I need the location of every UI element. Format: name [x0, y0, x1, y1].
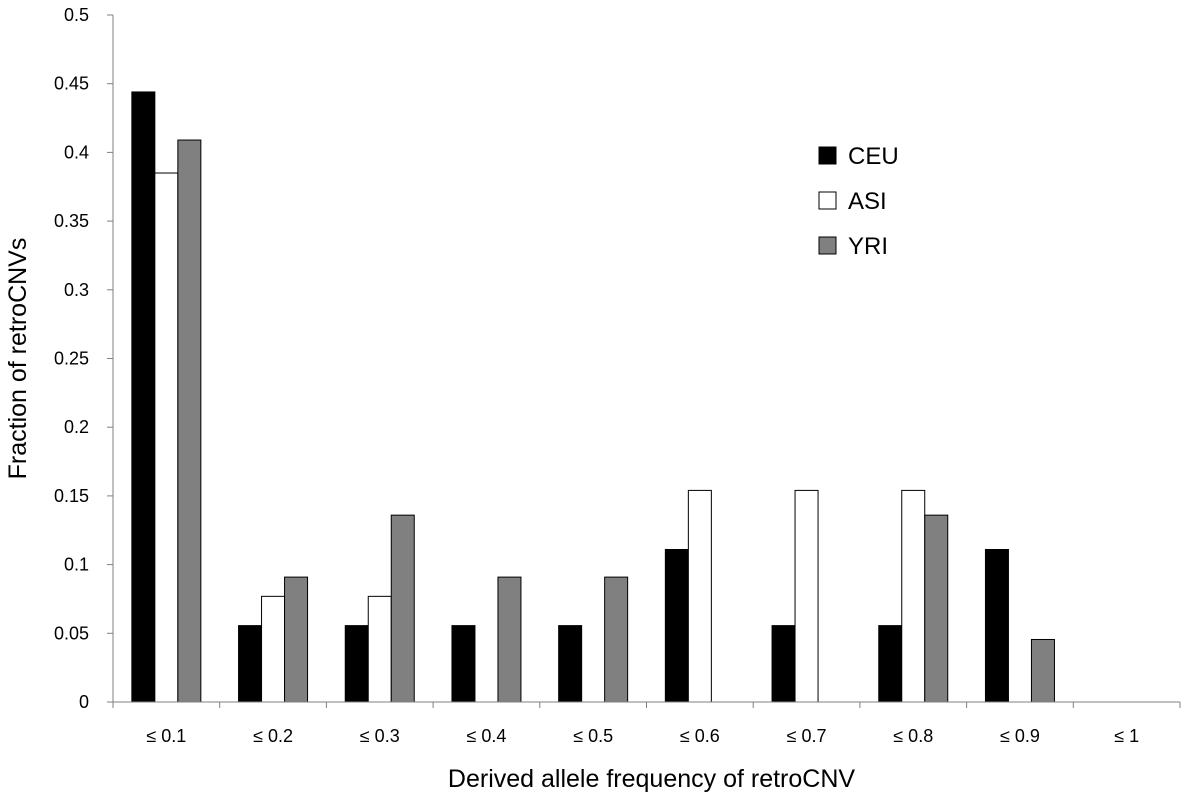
- x-axis-ticks: ≤ 0.1 ≤ 0.2 ≤ 0.3 ≤ 0.4 ≤ 0.5 ≤ 0.6 ≤ 0.7 ≤ 0.8…: [112, 702, 1181, 746]
- y-tick-label: 0.25: [54, 349, 89, 369]
- legend-label-asi: ASI: [848, 188, 887, 215]
- bar-ceu: [878, 625, 903, 703]
- y-tick-label: 0.45: [54, 74, 89, 94]
- legend-label-ceu: CEU: [848, 143, 899, 170]
- bar-asi: [154, 172, 179, 703]
- x-tick-label: ≤ 0.8: [893, 726, 933, 746]
- y-tick-label: 0.2: [64, 417, 89, 437]
- x-tick-label: ≤ 0.2: [253, 726, 293, 746]
- legend-swatch-ceu: [818, 146, 837, 165]
- x-tick-label: ≤ 0.7: [787, 726, 827, 746]
- x-tick-label: ≤ 0.9: [1000, 726, 1040, 746]
- bar-ceu: [344, 625, 369, 703]
- y-tick-label: 0: [79, 692, 89, 712]
- y-tick-label: 0.5: [64, 5, 89, 25]
- x-tick-label: ≤ 0.5: [573, 726, 613, 746]
- x-tick-label: ≤ 1: [1114, 726, 1139, 746]
- bar-asi: [687, 489, 712, 703]
- y-tick-label: 0.15: [54, 486, 89, 506]
- y-tick-label: 0.1: [64, 555, 89, 575]
- legend-label-yri: YRI: [848, 233, 888, 260]
- y-tick-label: 0.35: [54, 211, 89, 231]
- bar-asi: [367, 595, 392, 703]
- bar-ceu: [771, 625, 796, 703]
- x-tick-label: ≤ 0.3: [360, 726, 400, 746]
- y-tick-label: 0.4: [64, 142, 89, 162]
- bar-ceu: [451, 625, 476, 703]
- x-tick-label: ≤ 0.6: [680, 726, 720, 746]
- y-tick-label: 0.05: [54, 623, 89, 643]
- y-axis-title: Fraction of retroCNVs: [4, 238, 32, 480]
- bar-asi: [901, 489, 926, 703]
- bar-ceu: [238, 625, 263, 703]
- bar-ceu: [558, 625, 583, 703]
- bar-yri: [604, 576, 629, 703]
- bar-yri: [497, 576, 522, 703]
- x-axis-title: Derived allele frequency of retroCNV: [448, 765, 855, 793]
- bar-ceu: [984, 548, 1009, 703]
- bar-asi: [794, 489, 819, 703]
- legend-swatch-yri: [818, 236, 837, 255]
- bar-yri: [177, 139, 202, 703]
- bars: [131, 91, 1055, 703]
- bar-ceu: [131, 91, 156, 703]
- legend-swatch-asi: [818, 191, 837, 210]
- bar-yri: [1030, 638, 1055, 703]
- y-tick-label: 0.3: [64, 280, 89, 300]
- bar-yri: [284, 576, 309, 703]
- bar-yri: [390, 514, 415, 703]
- y-axis-ticks: 0 0.05 0.1 0.15 0.2 0.25 0.3 0.35 0.4 0.45 0.5: [54, 5, 113, 712]
- bar-asi: [261, 595, 286, 703]
- x-tick-label: ≤ 0.1: [146, 726, 186, 746]
- legend: CEU ASI YRI: [818, 143, 899, 260]
- x-tick-label: ≤ 0.4: [466, 726, 506, 746]
- bar-yri: [924, 514, 949, 703]
- bar-ceu: [664, 548, 689, 703]
